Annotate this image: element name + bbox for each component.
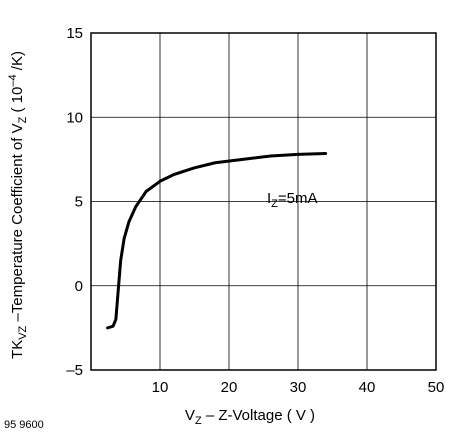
- x-tick-labels: 10 20 30 40 50: [152, 379, 445, 396]
- x-tick-label: 40: [359, 379, 376, 396]
- series-line: [106, 151, 328, 330]
- x-tick-label: 10: [152, 379, 169, 396]
- grid: [91, 33, 436, 370]
- y-tick-label: 5: [75, 194, 83, 211]
- y-tick-labels: –5 0 5 10 15: [66, 25, 83, 379]
- x-axis-label: VZ – Z-Voltage ( V ): [185, 407, 315, 427]
- x-tick-label: 30: [290, 379, 307, 396]
- y-tick-label: 0: [75, 278, 83, 295]
- y-tick-label: –5: [66, 362, 83, 379]
- figure-id: 95 9600: [4, 419, 44, 431]
- plot-frame: [90, 32, 437, 371]
- x-tick-label: 50: [428, 379, 445, 396]
- x-tick-label: 20: [221, 379, 238, 396]
- y-tick-label: 15: [66, 25, 83, 42]
- y-axis-label: TKVZ –Temperature Coefficient of VZ ( 10…: [7, 51, 29, 359]
- annotation-iz: IZ=5mA: [267, 190, 318, 210]
- y-tick-label: 10: [66, 109, 83, 126]
- series-layer: [106, 151, 328, 330]
